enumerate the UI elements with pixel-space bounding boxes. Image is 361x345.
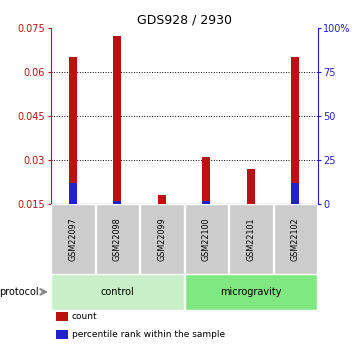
Bar — [69, 183, 77, 204]
Bar — [203, 157, 210, 204]
Bar — [203, 201, 210, 204]
Bar — [184, 274, 317, 309]
Text: GSM22100: GSM22100 — [202, 217, 211, 261]
Bar — [274, 204, 317, 274]
Text: control: control — [100, 287, 134, 297]
Text: GSM22101: GSM22101 — [247, 217, 255, 261]
Bar — [56, 313, 68, 322]
Text: protocol: protocol — [0, 287, 39, 297]
Text: count: count — [72, 312, 97, 322]
Bar — [247, 169, 255, 204]
Bar — [56, 330, 68, 339]
Bar — [184, 204, 228, 274]
Text: GSM22098: GSM22098 — [113, 217, 122, 261]
Bar — [229, 204, 273, 274]
Bar — [113, 37, 121, 204]
Title: GDS928 / 2930: GDS928 / 2930 — [136, 13, 232, 27]
Bar — [140, 204, 184, 274]
Bar — [51, 274, 184, 309]
Text: microgravity: microgravity — [220, 287, 282, 297]
Text: percentile rank within the sample: percentile rank within the sample — [72, 330, 225, 339]
Bar — [113, 201, 121, 204]
Bar — [291, 57, 299, 204]
Text: GSM22099: GSM22099 — [157, 217, 166, 261]
Text: GSM22097: GSM22097 — [68, 217, 77, 261]
Bar — [51, 204, 95, 274]
Bar — [69, 57, 77, 204]
Bar — [96, 204, 139, 274]
Bar — [158, 195, 166, 204]
Bar — [158, 204, 166, 210]
Text: GSM22102: GSM22102 — [291, 217, 300, 261]
Bar — [291, 183, 299, 204]
